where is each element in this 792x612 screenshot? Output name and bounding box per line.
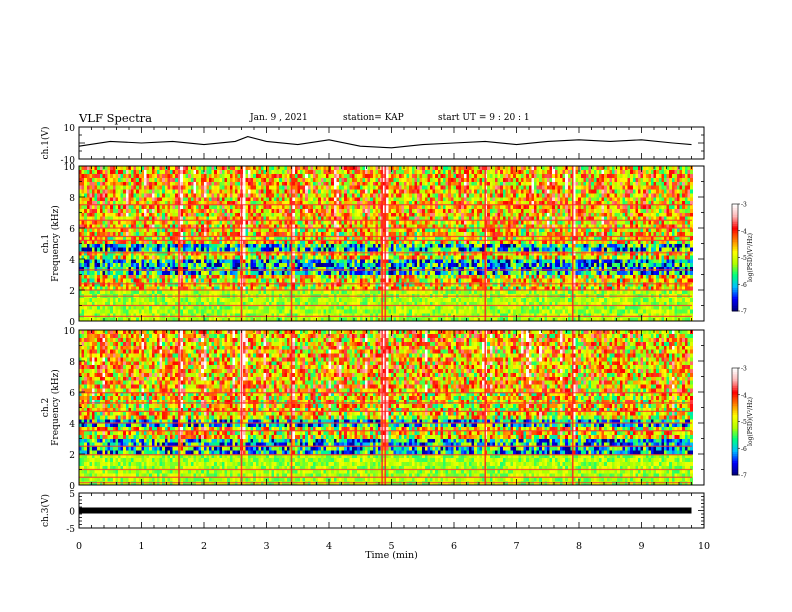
colorbar-2 [732, 368, 738, 476]
spectrogram-2-ytick: 0 [69, 482, 75, 492]
spectrogram-1-ytick: 4 [69, 256, 75, 266]
ch3-ytick: 0 [69, 508, 75, 518]
x-tick-label: 4 [326, 541, 332, 552]
spectrogram-1-bursts [178, 166, 574, 321]
station-label: station= KAP [343, 113, 404, 123]
spectrogram-2-ylabel: Frequency (kHz) [50, 369, 61, 446]
ch1-ticks-frame [78, 126, 705, 160]
colorbar-2-tick-label: -5 [741, 419, 747, 426]
spectrogram-1-ytick: 8 [69, 194, 75, 204]
start-time-label: start UT = 9 : 20 : 1 [438, 113, 530, 123]
x-tick-label: 3 [263, 541, 269, 552]
x-tick-label: 8 [576, 541, 582, 552]
ch1-ticks [78, 126, 705, 160]
spectrogram-2-ytick: 2 [69, 451, 75, 461]
spectrogram-2-bursts [178, 330, 574, 485]
spectrogram-1-image [79, 166, 693, 322]
spectrogram-1-ytick: 10 [64, 163, 76, 173]
spectrogram-1-ticks-frame [78, 165, 705, 322]
ch3-ticks-frame [78, 492, 705, 529]
x-tick-label: 10 [698, 541, 710, 552]
spectrogram-2-ticks [78, 329, 705, 486]
colorbar-2-tick-label: -6 [741, 446, 747, 453]
spectrogram-2-ytick: 10 [64, 327, 76, 337]
spectrogram-2-ytick: 6 [69, 389, 75, 399]
colorbar-1-tick-label: -5 [741, 255, 747, 262]
colorbar-1-tick-label: -4 [741, 228, 747, 235]
spectrogram-2-ticks-frame [78, 329, 705, 486]
spectrogram-2-ytick: 4 [69, 420, 75, 430]
x-tick-label: 7 [513, 541, 519, 552]
spectrogram-2-image [79, 330, 693, 486]
date-label: Jan. 9 , 2021 [250, 113, 308, 123]
colorbar-2-tick-label: -4 [741, 392, 747, 399]
spectrogram-1-ytick: 6 [69, 225, 75, 235]
x-tick-label: 0 [76, 541, 82, 552]
ch1-ylabel: ch.1(V) [40, 127, 51, 160]
ch1-waveform-line [78, 136, 692, 149]
colorbar-2-tick-label: -3 [741, 366, 747, 373]
spectrogram-1-channel-label: ch.1 [41, 234, 51, 253]
colorbar-1-tick-label: -6 [741, 282, 747, 289]
spectrogram-1-ytick: 2 [69, 287, 75, 297]
colorbar-2-label: log(PSD)(V²/Hz) [747, 397, 754, 446]
x-tick-label: 6 [451, 541, 457, 552]
ch3-ytick: 5 [69, 490, 75, 500]
x-axis-label: Time (min) [365, 550, 418, 561]
colorbar-1-tick-label: -3 [741, 202, 747, 209]
colorbar-1-label: log(PSD)(V²/Hz) [747, 233, 754, 282]
spectrogram-1-ytick: 0 [69, 318, 75, 328]
ch1-ytick-bottom: -10 [61, 156, 76, 166]
x-tick-label: 5 [388, 541, 394, 552]
x-tick-label: 9 [638, 541, 644, 552]
x-tick-label: 1 [138, 541, 144, 552]
spectrogram-1-ylabel: Frequency (kHz) [50, 205, 61, 282]
ch1-ytick-top: 10 [64, 124, 76, 134]
ch3-ytick: -5 [66, 525, 75, 535]
chart-title: VLF Spectra [79, 111, 153, 125]
ch3-ylabel: ch.3(V) [40, 494, 51, 527]
x-tick-label: 2 [201, 541, 207, 552]
colorbar-1-tick-label: -7 [741, 309, 747, 316]
colorbar-2-tick-label: -7 [741, 473, 747, 480]
spectrogram-2-channel-label: ch.2 [41, 398, 51, 417]
colorbar-1 [732, 204, 738, 312]
spectrogram-2-ytick: 8 [69, 358, 75, 368]
